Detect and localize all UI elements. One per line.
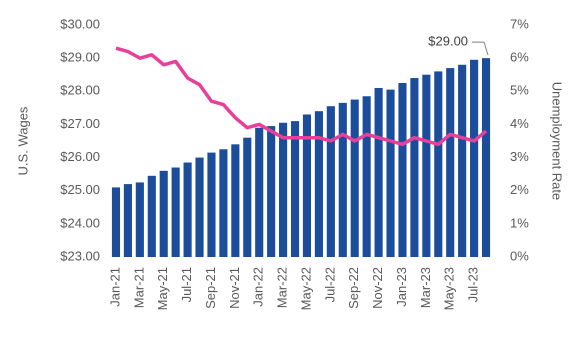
x-tick-label: Nov-21 (227, 267, 242, 309)
bar (207, 152, 216, 257)
bar (362, 96, 371, 257)
bar (231, 144, 240, 257)
bar (111, 187, 121, 257)
y-tick-label: $27.00 (60, 116, 100, 131)
x-tick-label: May-22 (298, 267, 313, 310)
y-tick-label: $30.00 (60, 16, 100, 31)
bar (147, 175, 156, 257)
bar (243, 137, 252, 257)
y2-tick-label: 3% (510, 149, 529, 164)
bar (350, 99, 359, 257)
y2-tick-label: 7% (510, 16, 529, 31)
x-tick-label: May-23 (442, 267, 457, 310)
bar (481, 58, 491, 258)
y-tick-label: $24.00 (60, 215, 100, 230)
bar (446, 68, 455, 257)
bar (171, 167, 180, 257)
x-tick-label: Sep-21 (203, 267, 218, 309)
line (115, 46, 488, 147)
bar (410, 78, 419, 258)
x-tick-label: Jul-22 (322, 267, 337, 302)
x-tick-label: Nov-22 (370, 267, 385, 309)
bar (290, 121, 300, 257)
bar (279, 122, 288, 258)
bar (183, 162, 192, 257)
x-tick-label: Jan-22 (251, 267, 266, 307)
bar (302, 114, 312, 257)
bar (123, 184, 132, 257)
y2-tick-label: 5% (510, 83, 529, 98)
bar (470, 59, 479, 257)
y2-tick-label: 6% (510, 50, 529, 65)
bar (398, 83, 407, 257)
y2-axis-title: Unemployment Rate (550, 82, 565, 201)
x-tick-label: Jul-23 (466, 267, 481, 302)
bar (434, 71, 443, 258)
y-tick-label: $26.00 (60, 149, 100, 164)
bar (326, 106, 335, 257)
x-tick-label: May-21 (155, 267, 170, 310)
bar (255, 127, 264, 257)
x-tick-label: Sep-22 (346, 267, 361, 309)
bar (422, 74, 431, 257)
y2-tick-label: 0% (510, 248, 529, 263)
data-label: $29.00 (428, 34, 468, 49)
y-tick-label: $29.00 (60, 50, 100, 65)
bar (338, 102, 347, 257)
x-tick-label: Jul-21 (179, 267, 194, 302)
bar (458, 64, 467, 258)
y-axis-title: U.S. Wages (15, 106, 30, 175)
x-tick-label: Mar-23 (418, 267, 433, 308)
y-tick-label: $28.00 (60, 83, 100, 98)
x-tick-label: Mar-21 (131, 267, 146, 308)
bar (159, 170, 168, 257)
x-tick-label: Jan-21 (107, 267, 122, 307)
bar (374, 87, 383, 257)
y2-tick-label: 1% (510, 215, 529, 230)
bar (135, 182, 144, 257)
x-tick-label: Mar-22 (275, 267, 290, 308)
leader-line (483, 41, 489, 56)
y-tick-label: $25.00 (60, 182, 100, 197)
bar (195, 157, 204, 257)
x-tick-label: Jan-23 (394, 267, 409, 307)
bar (314, 111, 323, 258)
y2-tick-label: 2% (510, 182, 529, 197)
y-tick-label: $23.00 (60, 248, 100, 263)
y2-tick-label: 4% (510, 116, 529, 131)
bar (267, 126, 276, 257)
bar (386, 89, 395, 257)
bar (219, 149, 228, 257)
